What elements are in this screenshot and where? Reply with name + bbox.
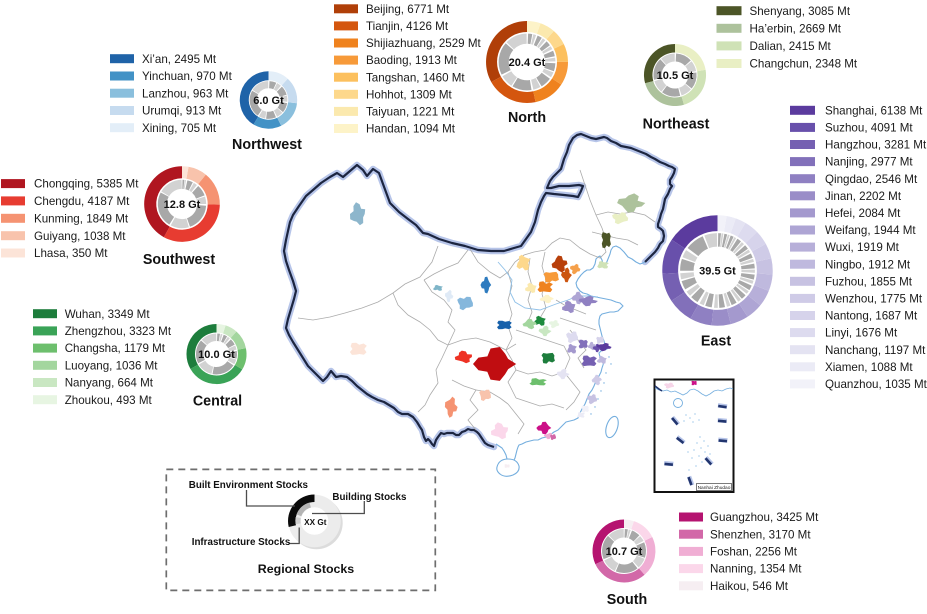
svg-text:Xi’an, 2495 Mt: Xi’an, 2495 Mt [142, 53, 217, 66]
svg-text:Beijing, 6771 Mt: Beijing, 6771 Mt [366, 3, 450, 16]
svg-text:Nanchang, 1197 Mt: Nanchang, 1197 Mt [825, 344, 926, 357]
svg-text:Changchun, 2348 Mt: Changchun, 2348 Mt [750, 58, 858, 71]
svg-text:Nanyang, 664 Mt: Nanyang, 664 Mt [65, 377, 154, 390]
svg-text:Linyi, 1676 Mt: Linyi, 1676 Mt [825, 327, 898, 340]
svg-text:Nanjing, 2977 Mt: Nanjing, 2977 Mt [825, 156, 913, 169]
svg-text:Kunming, 1849 Mt: Kunming, 1849 Mt [34, 212, 129, 225]
svg-text:Building Stocks: Building Stocks [332, 492, 407, 503]
svg-text:Infrastructure Stocks: Infrastructure Stocks [192, 537, 291, 548]
svg-text:Weifang, 1944 Mt: Weifang, 1944 Mt [825, 224, 916, 237]
svg-text:Tianjin, 4126 Mt: Tianjin, 4126 Mt [366, 20, 449, 33]
svg-text:Chongqing, 5385 Mt: Chongqing, 5385 Mt [34, 178, 139, 191]
svg-text:Hefei, 2084 Mt: Hefei, 2084 Mt [825, 207, 901, 220]
svg-text:Xiamen, 1088 Mt: Xiamen, 1088 Mt [825, 361, 913, 374]
svg-text:Urumqi, 913 Mt: Urumqi, 913 Mt [142, 105, 222, 118]
svg-text:Suzhou, 4091 Mt: Suzhou, 4091 Mt [825, 122, 913, 135]
svg-text:Guiyang, 1038 Mt: Guiyang, 1038 Mt [34, 230, 126, 243]
svg-text:Lhasa, 350 Mt: Lhasa, 350 Mt [34, 247, 108, 260]
svg-text:Northeast: Northeast [643, 117, 710, 133]
svg-text:Haikou, 546 Mt: Haikou, 546 Mt [710, 580, 789, 593]
svg-text:Taiyuan, 1221 Mt: Taiyuan, 1221 Mt [366, 106, 455, 119]
svg-text:39.5 Gt: 39.5 Gt [699, 266, 736, 278]
svg-text:Nantong, 1687 Mt: Nantong, 1687 Mt [825, 310, 918, 323]
svg-text:Quanzhou, 1035 Mt: Quanzhou, 1035 Mt [825, 378, 927, 391]
svg-text:Dalian, 2415 Mt: Dalian, 2415 Mt [750, 40, 832, 53]
svg-text:Xining, 705 Mt: Xining, 705 Mt [142, 122, 217, 135]
svg-text:10.0 Gt: 10.0 Gt [198, 349, 235, 361]
svg-text:Wuxi, 1919 Mt: Wuxi, 1919 Mt [825, 241, 900, 254]
svg-text:Southwest: Southwest [143, 252, 216, 268]
svg-text:Qingdao, 2546 Mt: Qingdao, 2546 Mt [825, 173, 918, 186]
svg-text:Central: Central [193, 394, 242, 410]
svg-text:12.8 Gt: 12.8 Gt [164, 199, 201, 211]
svg-text:Fuzhou, 1855 Mt: Fuzhou, 1855 Mt [825, 275, 913, 288]
svg-text:20.4 Gt: 20.4 Gt [509, 57, 546, 69]
svg-text:Handan, 1094 Mt: Handan, 1094 Mt [366, 123, 456, 136]
svg-text:Regional Stocks: Regional Stocks [258, 562, 355, 576]
svg-text:Baoding, 1913 Mt: Baoding, 1913 Mt [366, 54, 458, 67]
svg-text:6.0 Gt: 6.0 Gt [253, 95, 284, 107]
svg-text:Changsha, 1179 Mt: Changsha, 1179 Mt [65, 342, 166, 355]
svg-text:Zhengzhou, 3323 Mt: Zhengzhou, 3323 Mt [65, 325, 172, 338]
svg-text:Hohhot, 1309 Mt: Hohhot, 1309 Mt [366, 88, 452, 101]
svg-text:Ha’erbin, 2669 Mt: Ha’erbin, 2669 Mt [750, 22, 842, 35]
svg-text:East: East [701, 334, 731, 350]
svg-text:South: South [607, 592, 648, 608]
svg-text:Hangzhou, 3281 Mt: Hangzhou, 3281 Mt [825, 139, 927, 152]
svg-text:Shenzhen, 3170 Mt: Shenzhen, 3170 Mt [710, 528, 811, 541]
svg-text:Chengdu, 4187 Mt: Chengdu, 4187 Mt [34, 195, 130, 208]
svg-text:Shijiazhuang, 2529 Mt: Shijiazhuang, 2529 Mt [366, 37, 482, 50]
svg-text:Wenzhou, 1775 Mt: Wenzhou, 1775 Mt [825, 293, 923, 306]
svg-text:Jinan, 2202 Mt: Jinan, 2202 Mt [825, 190, 902, 203]
svg-text:Shenyang, 3085 Mt: Shenyang, 3085 Mt [750, 5, 851, 18]
svg-text:10.7 Gt: 10.7 Gt [606, 546, 643, 558]
svg-text:10.5 Gt: 10.5 Gt [657, 70, 694, 82]
svg-text:Shanghai, 6138 Mt: Shanghai, 6138 Mt [825, 104, 923, 117]
svg-text:Guangzhou, 3425 Mt: Guangzhou, 3425 Mt [710, 511, 819, 524]
svg-text:Foshan, 2256 Mt: Foshan, 2256 Mt [710, 546, 798, 559]
svg-text:Tangshan, 1460 Mt: Tangshan, 1460 Mt [366, 71, 465, 84]
svg-text:Yinchuan, 970 Mt: Yinchuan, 970 Mt [142, 70, 233, 83]
svg-text:North: North [508, 110, 546, 126]
svg-text:Nanning, 1354 Mt: Nanning, 1354 Mt [710, 563, 802, 576]
svg-text:Wuhan, 3349 Mt: Wuhan, 3349 Mt [65, 308, 151, 321]
svg-text:Lanzhou, 963 Mt: Lanzhou, 963 Mt [142, 87, 229, 100]
svg-text:XX Gt: XX Gt [304, 518, 327, 527]
svg-text:Luoyang, 1036 Mt: Luoyang, 1036 Mt [65, 359, 159, 372]
svg-text:Built Environment Stocks: Built Environment Stocks [189, 480, 309, 491]
svg-text:Northwest: Northwest [232, 137, 302, 153]
svg-text:Zhoukou, 493 Mt: Zhoukou, 493 Mt [65, 394, 153, 407]
svg-text:Nanhai Zhudao: Nanhai Zhudao [698, 485, 731, 491]
svg-text:Ningbo, 1912 Mt: Ningbo, 1912 Mt [825, 258, 911, 271]
